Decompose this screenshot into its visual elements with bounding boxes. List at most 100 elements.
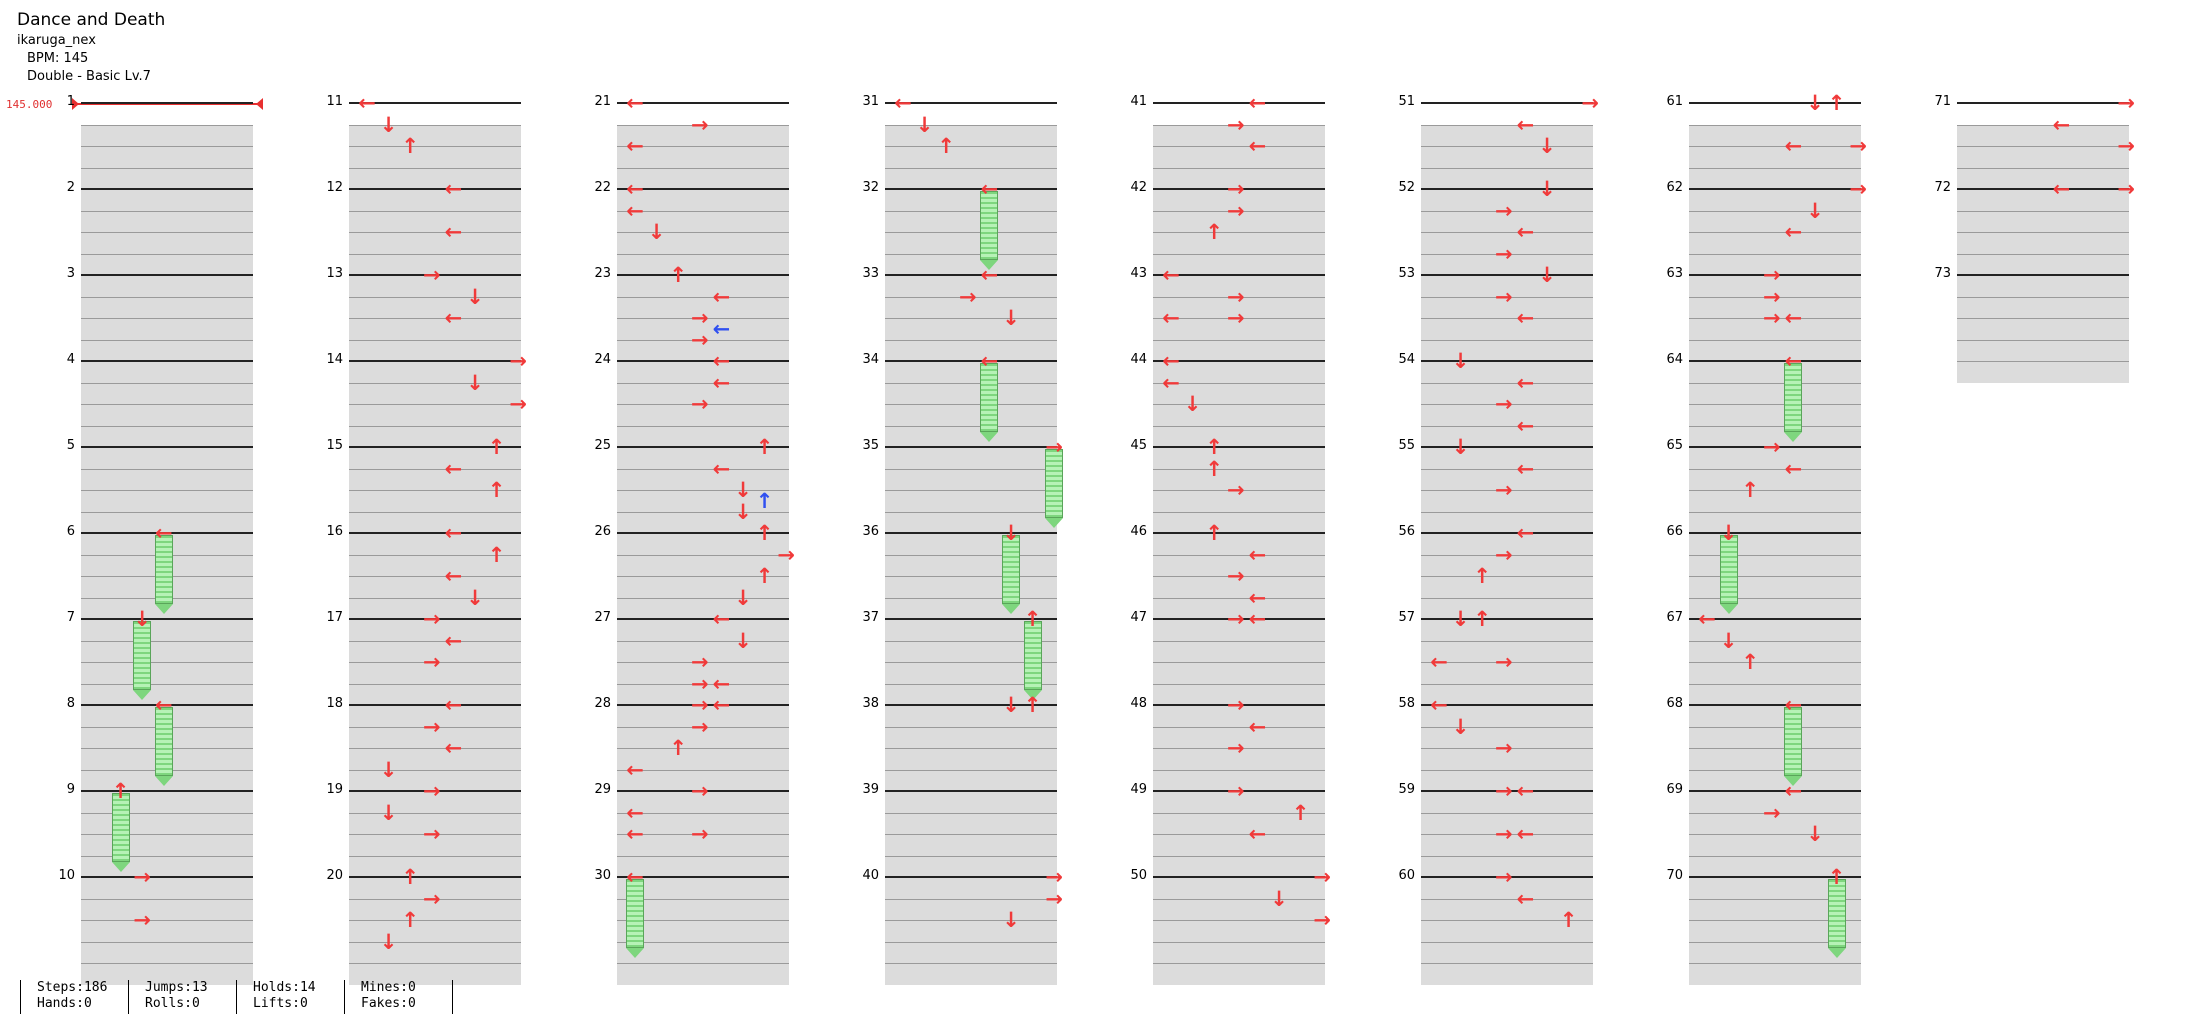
measure-number: 14 <box>326 352 343 367</box>
beat-band <box>1421 726 1593 749</box>
stat-group: Jumps:13 Rolls:0 <box>128 980 208 1014</box>
measure-line <box>349 704 521 706</box>
arrow-down-icon: ↓ <box>379 112 398 137</box>
measure-number: 50 <box>1130 868 1147 883</box>
measure-line <box>1689 618 1861 620</box>
measure-number: 1 <box>66 94 75 109</box>
measure-number: 23 <box>594 266 611 281</box>
beat-band <box>1421 124 1593 147</box>
measure-line <box>81 790 253 792</box>
measure-line <box>1689 704 1861 706</box>
arrow-right-icon: → <box>1226 112 1245 137</box>
measure-line <box>617 790 789 792</box>
hold-note <box>626 879 644 948</box>
beat-band <box>1689 511 1861 534</box>
stat-group: Holds:14 Lifts:0 <box>236 980 316 1014</box>
beat-band <box>885 232 1057 254</box>
beat-band <box>617 210 789 233</box>
beat-band <box>349 855 521 878</box>
hold-end <box>980 259 999 270</box>
arrow-right-icon: → <box>509 349 527 373</box>
measure-number: 54 <box>1398 352 1415 367</box>
arrow-left-icon: ← <box>1784 693 1803 717</box>
arrow-left-icon: ← <box>894 91 912 115</box>
beat-band <box>885 554 1057 577</box>
beat-band <box>617 124 789 147</box>
measure-number: 17 <box>326 610 343 625</box>
beat-band <box>617 339 789 362</box>
arrow-up-icon: ↑ <box>755 564 774 588</box>
measure-number: 27 <box>594 610 611 625</box>
arrow-right-icon: → <box>1494 284 1513 309</box>
beat-band <box>885 877 1057 899</box>
arrow-right-icon: → <box>1849 177 1867 201</box>
arrow-up-icon: ↑ <box>1559 908 1578 932</box>
arrow-left-icon: ← <box>444 736 463 760</box>
measure-line <box>1689 102 1861 104</box>
measure-number: 56 <box>1398 524 1415 539</box>
beat-band <box>617 511 789 534</box>
arrow-down-icon: ↓ <box>379 800 398 825</box>
arrow-right-icon: → <box>422 822 441 846</box>
arrow-left-icon: ← <box>1516 521 1535 545</box>
arrow-left-icon: ← <box>444 521 463 545</box>
beat-band <box>1957 232 2129 254</box>
measure-line <box>349 618 521 620</box>
arrow-left-icon: ← <box>154 521 173 545</box>
measure-number: 48 <box>1130 696 1147 711</box>
measure-line <box>1689 532 1861 534</box>
measure-line <box>81 618 253 620</box>
measure-line <box>1153 618 1325 620</box>
beat-band <box>349 339 521 362</box>
beat-band <box>1689 382 1861 405</box>
beat-band <box>1153 253 1325 276</box>
measure-line <box>1957 274 2129 276</box>
arrow-up-icon: ↑ <box>669 736 687 760</box>
beat-band <box>885 640 1057 663</box>
beat-band <box>1421 941 1593 964</box>
beat-band <box>81 232 253 254</box>
beat-band <box>1421 210 1593 233</box>
arrow-left-icon: ← <box>1516 370 1535 395</box>
hold-end <box>1784 431 1803 442</box>
arrow-left-icon: ← <box>1248 542 1267 567</box>
beat-band <box>81 447 253 469</box>
arrow-right-icon: → <box>1494 865 1513 889</box>
beat-band <box>1421 339 1593 362</box>
beat-band <box>349 812 521 835</box>
arrow-down-icon: ↓ <box>1538 177 1556 201</box>
beat-band <box>1421 834 1593 856</box>
arrow-up-icon: ↑ <box>1205 435 1223 459</box>
measure-line <box>349 532 521 534</box>
beat-band <box>81 662 253 684</box>
beat-band <box>1153 447 1325 469</box>
arrow-right-icon: → <box>2117 177 2135 201</box>
beat-band <box>617 275 789 297</box>
beat-band <box>1957 275 2129 297</box>
arrow-right-icon: → <box>1226 198 1245 223</box>
bpm-marker-left-cap <box>72 98 79 110</box>
hold-note <box>1719 535 1738 604</box>
arrow-down-icon: ↓ <box>915 112 934 137</box>
arrow-left-icon: ← <box>980 177 999 201</box>
beat-band <box>1153 146 1325 168</box>
arrow-left-icon: ← <box>626 91 644 115</box>
measure-line <box>1421 876 1593 878</box>
arrow-left-icon: ← <box>1784 134 1803 158</box>
hold-end <box>1784 775 1803 786</box>
arrow-left-icon: ← <box>712 284 731 309</box>
beat-band <box>617 425 789 448</box>
arrow-down-icon: ↓ <box>1002 908 1020 932</box>
arrow-right-icon: → <box>1045 435 1063 459</box>
hold-note <box>1784 707 1803 776</box>
arrow-left-icon: ← <box>1784 779 1803 803</box>
beat-band <box>1421 769 1593 792</box>
beat-band <box>1689 855 1861 878</box>
arrow-right-icon: → <box>1494 822 1513 846</box>
beat-band <box>349 468 521 491</box>
arrow-right-icon: → <box>509 392 527 416</box>
measure-number: 10 <box>58 868 75 883</box>
arrow-right-icon: → <box>1494 650 1513 674</box>
measure-line <box>81 876 253 878</box>
beat-band <box>1421 382 1593 405</box>
